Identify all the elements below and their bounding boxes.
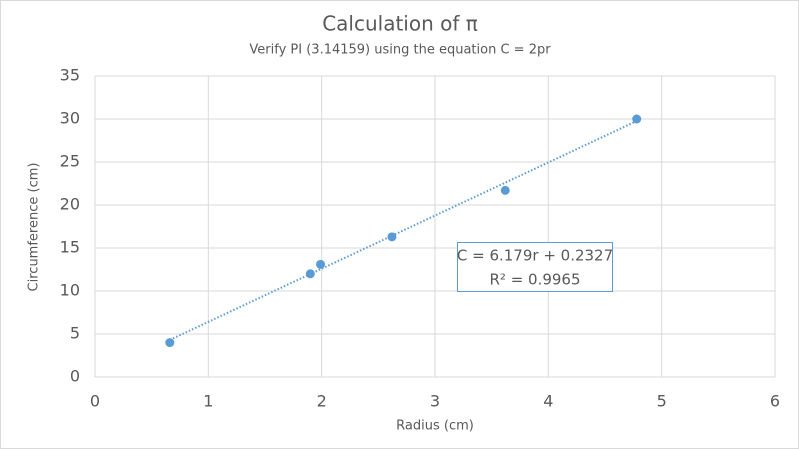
x-tick-label: 3 bbox=[430, 392, 440, 411]
y-tick-label: 20 bbox=[60, 195, 80, 214]
chart-title: Calculation of π bbox=[322, 12, 478, 36]
equation-box bbox=[457, 242, 613, 292]
chart-subtitle: Verify PI (3.14159) using the equation C… bbox=[249, 43, 551, 58]
y-tick-label: 15 bbox=[60, 238, 80, 257]
x-tick-label: 0 bbox=[90, 392, 100, 411]
y-axis-label: Circumference (cm) bbox=[27, 163, 42, 292]
data-point bbox=[632, 114, 642, 124]
data-point bbox=[387, 232, 397, 242]
y-tick-label: 25 bbox=[60, 152, 80, 171]
data-point bbox=[316, 259, 326, 269]
y-tick-label: 10 bbox=[60, 281, 80, 300]
r-squared: R² = 0.9965 bbox=[489, 271, 580, 289]
trendline-equation: C = 6.179r + 0.2327 bbox=[457, 247, 613, 265]
y-tick-label: 0 bbox=[70, 367, 80, 386]
data-point bbox=[305, 269, 315, 279]
x-tick-label: 6 bbox=[770, 392, 780, 411]
x-tick-label: 4 bbox=[543, 392, 553, 411]
data-point bbox=[500, 185, 510, 195]
plot-area: 0 5 10 15 20 25 30 35 0 1 2 3 4 5 6 bbox=[60, 66, 780, 411]
x-axis-label: Radius (cm) bbox=[396, 419, 474, 434]
x-tick-label: 2 bbox=[317, 392, 327, 411]
y-tick-label: 5 bbox=[70, 324, 80, 343]
y-tick-label: 35 bbox=[60, 66, 80, 85]
x-tick-label: 5 bbox=[657, 392, 667, 411]
x-tick-label: 1 bbox=[203, 392, 213, 411]
data-point bbox=[165, 338, 175, 348]
y-tick-label: 30 bbox=[60, 109, 80, 128]
